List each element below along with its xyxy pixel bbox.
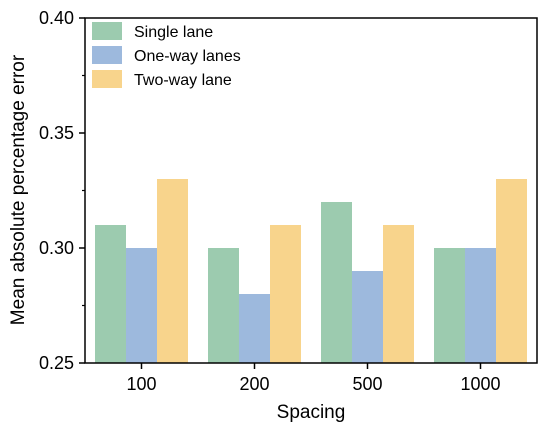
bar-single-lane-200	[208, 248, 239, 363]
x-axis: 100 200 500 1000	[126, 363, 501, 394]
bar-two-way-lane-500	[383, 225, 414, 363]
legend-label: Two-way lane	[134, 72, 232, 89]
x-tick-label: 200	[239, 374, 269, 394]
bar-one-way-lanes-200	[239, 294, 270, 363]
y-tick-label: 0.25	[39, 353, 74, 373]
legend-swatch	[92, 70, 122, 88]
y-axis: 0.25 0.30 0.35 0.40	[39, 8, 85, 373]
x-tick-label: 500	[352, 374, 382, 394]
bars-group	[95, 179, 527, 363]
legend-swatch	[92, 46, 122, 64]
y-tick-label: 0.35	[39, 123, 74, 143]
legend-swatch	[92, 22, 122, 40]
bar-single-lane-500	[321, 202, 352, 363]
bar-one-way-lanes-1000	[465, 248, 496, 363]
bar-single-lane-1000	[434, 248, 465, 363]
legend-label: One-way lanes	[134, 48, 241, 65]
y-tick-label: 0.40	[39, 8, 74, 28]
bar-one-way-lanes-100	[126, 248, 157, 363]
x-axis-title: Spacing	[277, 402, 346, 423]
bar-two-way-lane-1000	[496, 179, 527, 363]
y-tick-label: 0.30	[39, 238, 74, 258]
legend-label: Single lane	[134, 24, 213, 41]
x-tick-label: 100	[126, 374, 156, 394]
x-tick-label: 1000	[460, 374, 500, 394]
bar-single-lane-100	[95, 225, 126, 363]
bar-one-way-lanes-500	[352, 271, 383, 363]
legend: Single lane One-way lanes Two-way lane	[92, 22, 241, 89]
bar-two-way-lane-200	[270, 225, 301, 363]
bar-two-way-lane-100	[157, 179, 188, 363]
y-axis-title: Mean absolute percentage error	[8, 54, 29, 325]
